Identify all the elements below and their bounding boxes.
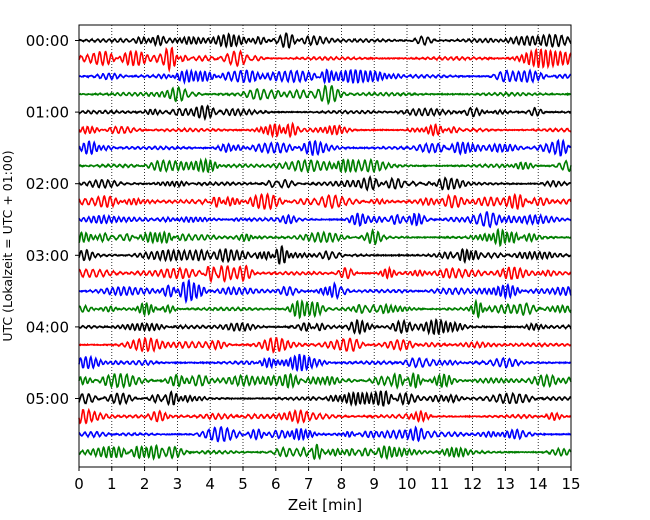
plot-border [78, 24, 572, 468]
y-tick-label: 03:00 [26, 247, 69, 265]
x-axis-ticks: 0 1 2 3 4 5 6 7 8 9 10 11 12 13 14 15 [74, 467, 581, 493]
trace-line [78, 298, 572, 320]
trace-line [78, 192, 572, 211]
y-axis-label: UTC (Lokalzeit = UTC + 01:00) [0, 150, 15, 341]
x-tick-label: 15 [561, 475, 580, 493]
seismic-traces [78, 32, 572, 461]
x-tick-label: 5 [238, 475, 248, 493]
x-tick-label: 6 [271, 475, 281, 493]
trace-line [78, 443, 572, 461]
trace-line [78, 32, 572, 49]
x-tick-label: 3 [173, 475, 183, 493]
y-tick-label: 02:00 [26, 175, 69, 193]
trace-line [78, 157, 572, 174]
trace-line [78, 244, 572, 265]
trace-line [78, 46, 572, 73]
trace-line [78, 104, 572, 122]
x-tick-label: 12 [463, 475, 482, 493]
x-axis-label: Zeit [min] [288, 496, 362, 514]
x-tick-label: 8 [337, 475, 347, 493]
trace-line [78, 353, 572, 372]
x-tick-label: 0 [74, 475, 84, 493]
trace-line [78, 121, 572, 139]
plot-frame [79, 25, 571, 467]
trace-line [78, 210, 572, 229]
trace-line [78, 425, 572, 443]
trace-line [78, 68, 572, 85]
trace-line [78, 84, 572, 106]
y-axis-ticks: 00:00 01:00 02:00 03:00 04:00 05:00 [26, 32, 79, 408]
trace-line [78, 278, 572, 305]
trace-line [78, 336, 572, 354]
trace-line [78, 407, 572, 425]
x-tick-label: 7 [304, 475, 314, 493]
trace-line [78, 138, 572, 157]
x-tick-label: 11 [430, 475, 449, 493]
trace-line [78, 264, 572, 284]
y-tick-label: 04:00 [26, 318, 69, 336]
x-tick-label: 14 [529, 475, 548, 493]
x-tick-label: 1 [107, 475, 117, 493]
trace-line [78, 317, 572, 336]
y-tick-label: 05:00 [26, 390, 69, 408]
x-tick-label: 9 [369, 475, 379, 493]
x-tick-label: 2 [140, 475, 150, 493]
x-tick-label: 13 [496, 475, 515, 493]
trace-line [78, 372, 572, 390]
trace-line [78, 174, 572, 192]
x-tick-label: 4 [205, 475, 215, 493]
x-tick-label: 10 [397, 475, 416, 493]
trace-line [78, 227, 572, 248]
y-tick-label: 01:00 [26, 104, 69, 122]
y-tick-label: 00:00 [26, 32, 69, 50]
trace-line [78, 390, 572, 407]
